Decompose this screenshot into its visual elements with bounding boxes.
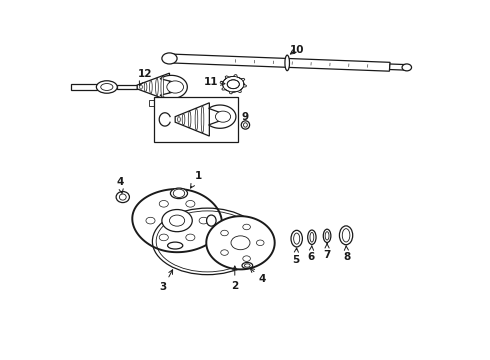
Ellipse shape xyxy=(291,230,302,247)
Ellipse shape xyxy=(168,242,183,249)
Text: 2: 2 xyxy=(231,266,239,291)
Text: 10: 10 xyxy=(290,45,304,55)
Polygon shape xyxy=(71,84,98,90)
Circle shape xyxy=(159,201,169,207)
Ellipse shape xyxy=(285,55,290,71)
Text: 9: 9 xyxy=(242,112,249,122)
Circle shape xyxy=(231,236,250,250)
Ellipse shape xyxy=(188,111,191,128)
Ellipse shape xyxy=(308,230,316,244)
Polygon shape xyxy=(132,189,222,252)
Circle shape xyxy=(220,250,228,255)
Ellipse shape xyxy=(116,192,129,203)
Text: 4: 4 xyxy=(116,177,123,193)
Text: 7: 7 xyxy=(323,244,331,260)
Circle shape xyxy=(216,111,231,122)
Circle shape xyxy=(199,217,208,224)
Circle shape xyxy=(220,230,228,236)
Ellipse shape xyxy=(342,229,350,242)
Ellipse shape xyxy=(171,188,188,199)
Circle shape xyxy=(243,224,250,230)
Ellipse shape xyxy=(120,194,126,200)
Ellipse shape xyxy=(162,53,177,64)
Ellipse shape xyxy=(340,226,353,245)
Circle shape xyxy=(170,215,185,226)
Text: 4: 4 xyxy=(250,268,266,284)
Polygon shape xyxy=(169,54,390,71)
Text: 1: 1 xyxy=(191,171,201,188)
Polygon shape xyxy=(390,64,407,70)
Ellipse shape xyxy=(156,78,158,96)
Polygon shape xyxy=(175,103,209,136)
Circle shape xyxy=(159,234,169,241)
Text: 12: 12 xyxy=(138,69,152,85)
Polygon shape xyxy=(209,105,236,128)
Circle shape xyxy=(186,201,195,207)
Circle shape xyxy=(243,256,250,261)
Text: 11: 11 xyxy=(204,77,225,87)
Circle shape xyxy=(173,189,185,198)
Circle shape xyxy=(256,240,264,246)
Ellipse shape xyxy=(325,232,329,240)
Ellipse shape xyxy=(323,229,331,243)
Text: 5: 5 xyxy=(293,248,299,265)
Ellipse shape xyxy=(97,81,117,93)
Polygon shape xyxy=(117,85,137,89)
Ellipse shape xyxy=(178,117,180,122)
Ellipse shape xyxy=(294,233,300,244)
Ellipse shape xyxy=(140,85,142,89)
Ellipse shape xyxy=(101,84,113,90)
Bar xyxy=(154,97,238,141)
Circle shape xyxy=(186,234,195,241)
Text: 3: 3 xyxy=(160,270,172,292)
Ellipse shape xyxy=(182,114,185,125)
Circle shape xyxy=(146,217,155,224)
Ellipse shape xyxy=(149,80,152,94)
Polygon shape xyxy=(137,73,170,101)
Polygon shape xyxy=(160,75,187,99)
Ellipse shape xyxy=(144,82,147,91)
Ellipse shape xyxy=(207,215,216,226)
Circle shape xyxy=(162,210,192,232)
Ellipse shape xyxy=(310,233,314,242)
Text: 6: 6 xyxy=(308,246,315,262)
Polygon shape xyxy=(206,216,275,269)
Ellipse shape xyxy=(195,108,198,131)
Text: 8: 8 xyxy=(343,246,350,262)
Polygon shape xyxy=(148,100,158,106)
Ellipse shape xyxy=(402,64,412,71)
Ellipse shape xyxy=(161,76,164,98)
Ellipse shape xyxy=(201,105,204,133)
Circle shape xyxy=(167,81,184,93)
